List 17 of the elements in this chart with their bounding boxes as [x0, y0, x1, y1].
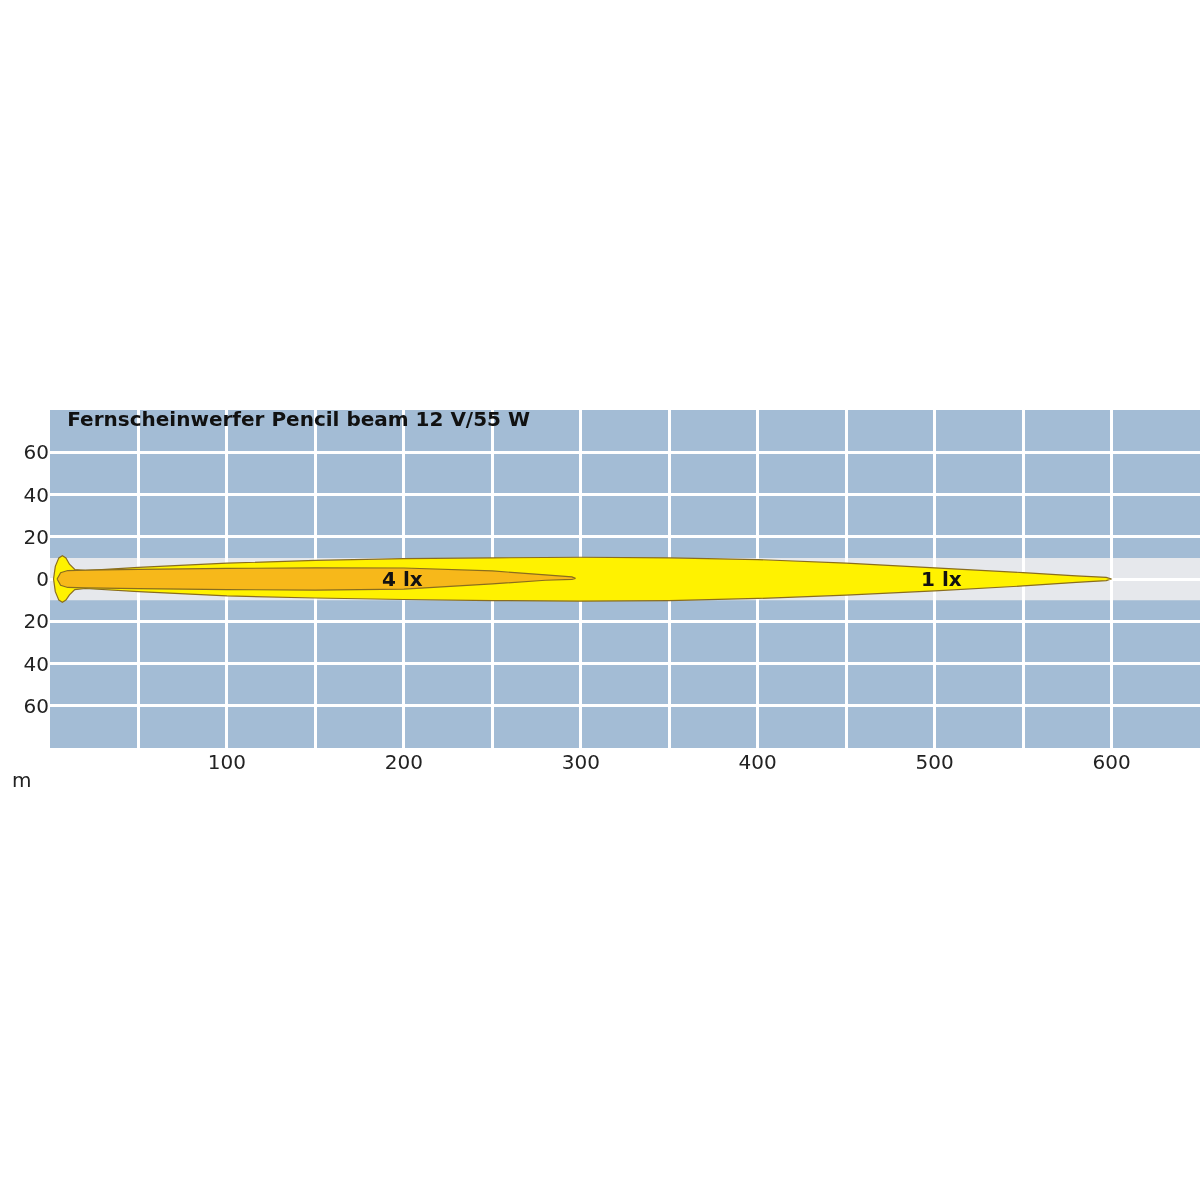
- x-axis-title: m: [12, 768, 32, 792]
- series-label: 1 lx: [921, 567, 962, 591]
- y-tick-label: 60: [23, 693, 49, 718]
- y-tick-label: 40: [23, 651, 49, 676]
- x-tick-label: 100: [207, 750, 247, 774]
- series-label: 4 lx: [382, 567, 423, 591]
- y-tick-label: 40: [23, 482, 49, 507]
- x-tick-label: 500: [915, 750, 954, 774]
- x-tick-label: 200: [384, 750, 423, 774]
- y-tick-label: 0: [36, 567, 49, 591]
- y-tick-label: 20: [23, 524, 49, 549]
- y-tick-label: 60: [23, 440, 49, 465]
- y-tick-label: 20: [23, 609, 49, 634]
- chart-title: Fernscheinwerfer Pencil beam 12 V/55 W: [67, 406, 531, 431]
- x-tick-label: 400: [738, 750, 777, 774]
- x-tick-label: 600: [1092, 750, 1131, 774]
- x-tick-label: 300: [561, 750, 600, 774]
